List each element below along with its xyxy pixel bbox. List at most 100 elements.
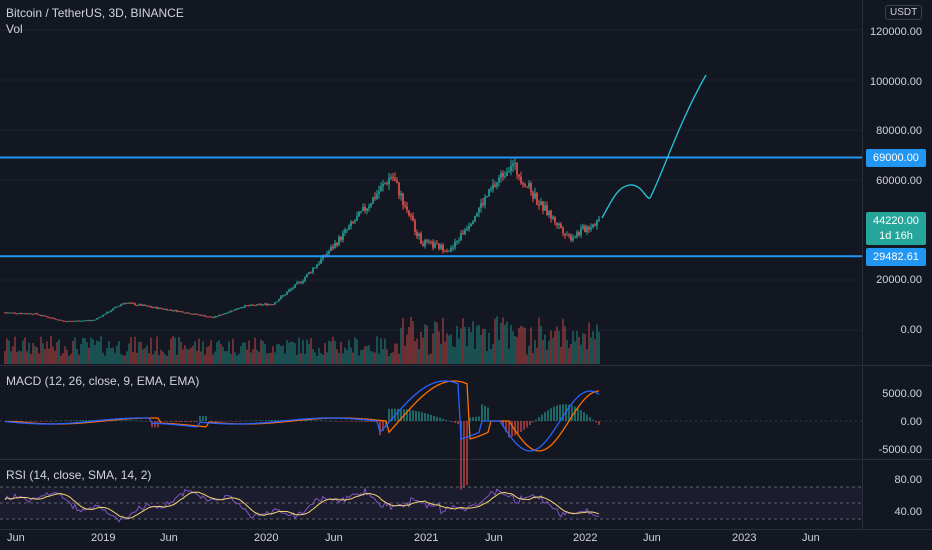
volume-bar <box>580 344 582 364</box>
volume-bar <box>152 354 154 364</box>
macd-histogram-bar <box>169 421 171 422</box>
volume-bar <box>558 331 560 364</box>
volume-bar <box>446 333 448 364</box>
macd-histogram-bar <box>478 416 480 421</box>
candle <box>22 313 24 315</box>
macd-histogram-bar <box>163 421 165 422</box>
volume-bar <box>374 352 376 364</box>
candle <box>4 312 6 314</box>
macd-histogram-bar <box>166 421 168 422</box>
support-price-tag[interactable]: 29482.61 <box>866 248 926 266</box>
macd-histogram-bar <box>226 421 228 422</box>
volume-bar <box>426 325 428 364</box>
volume-bar <box>434 321 436 364</box>
candle <box>98 317 100 319</box>
symbol-legend[interactable]: Bitcoin / TetherUS, 3D, BINANCE <box>6 6 184 20</box>
volume-bar <box>158 354 160 364</box>
volume-bar <box>302 339 304 364</box>
volume-bar <box>348 340 350 364</box>
volume-bar <box>128 343 130 364</box>
volume-bar <box>318 347 320 364</box>
volume-bar <box>112 347 114 364</box>
candle <box>546 205 548 216</box>
volume-bar <box>242 342 244 364</box>
candle <box>448 250 450 252</box>
volume-bar <box>386 349 388 364</box>
candle <box>452 247 454 249</box>
volume-bar <box>286 340 288 364</box>
volume-bar <box>528 345 530 364</box>
macd-histogram-bar <box>199 416 201 421</box>
candle <box>384 183 386 185</box>
macd-legend[interactable]: MACD (12, 26, close, 9, EMA, EMA) <box>6 374 200 388</box>
candle <box>432 241 434 248</box>
volume-legend[interactable]: Vol <box>6 22 23 36</box>
volume-bar <box>164 354 166 364</box>
volume-bar <box>132 351 134 364</box>
macd-histogram-bar <box>220 421 222 422</box>
volume-bar <box>422 337 424 364</box>
volume-bar <box>486 351 488 364</box>
currency-button[interactable]: USDT <box>885 5 923 20</box>
macd-histogram-bar <box>472 417 474 421</box>
candle <box>388 178 390 185</box>
macd-histogram-bar <box>526 421 528 428</box>
volume-bar <box>236 355 238 364</box>
macd-histogram-bar <box>436 416 438 421</box>
macd-histogram-bar <box>523 421 525 430</box>
volume-bar <box>96 340 98 364</box>
candle <box>580 228 582 236</box>
candle <box>194 313 196 315</box>
candle <box>250 304 252 306</box>
candle <box>24 313 26 315</box>
macd-histogram-bar <box>466 421 468 486</box>
volume-bar <box>294 343 296 364</box>
macd-histogram-bar <box>247 420 249 422</box>
candle <box>62 320 64 322</box>
candle <box>202 315 204 317</box>
macd-histogram-bar <box>145 421 147 422</box>
volume-bar <box>186 348 188 364</box>
time-tick: Jun <box>643 532 661 544</box>
candle <box>380 186 382 192</box>
volume-bar <box>148 353 150 364</box>
candle <box>556 222 558 226</box>
volume-bar <box>106 348 108 364</box>
volume-bar <box>216 342 218 364</box>
resistance-price-tag[interactable]: 69000.00 <box>866 149 926 167</box>
macd-histogram-bar <box>193 421 195 423</box>
volume-bar <box>240 346 242 364</box>
volume-bar <box>98 341 100 364</box>
rsi-band <box>0 487 862 519</box>
macd-histogram-bar <box>208 421 210 422</box>
macd-histogram-bar <box>205 415 207 421</box>
volume-bar <box>416 338 418 364</box>
volume-bar <box>322 354 324 364</box>
volume-bar <box>254 337 256 364</box>
volume-bar <box>482 328 484 364</box>
volume-bar <box>60 355 62 364</box>
candle <box>222 314 224 316</box>
volume-bar <box>200 351 202 364</box>
time-tick: 2022 <box>573 532 598 544</box>
pane-separator-main-macd[interactable] <box>0 365 932 366</box>
macd-histogram-bar <box>79 420 81 421</box>
volume-bar <box>550 330 552 364</box>
candle <box>400 193 402 196</box>
macd-histogram-bar <box>388 408 390 421</box>
rsi-legend[interactable]: RSI (14, close, SMA, 14, 2) <box>6 468 152 482</box>
volume-bar <box>146 345 148 364</box>
candle <box>320 258 322 264</box>
candle <box>248 305 250 307</box>
macd-histogram-bar <box>316 420 318 421</box>
volume-bar <box>86 342 88 364</box>
current-price-tag[interactable]: 44220.00 <box>866 212 926 230</box>
macd-histogram-bar <box>85 420 87 421</box>
candle <box>362 206 364 211</box>
candle <box>348 226 350 230</box>
candle <box>66 321 68 323</box>
pane-separator-macd-rsi[interactable] <box>0 459 932 460</box>
candle <box>534 193 536 199</box>
macd-histogram-bar <box>262 420 264 421</box>
